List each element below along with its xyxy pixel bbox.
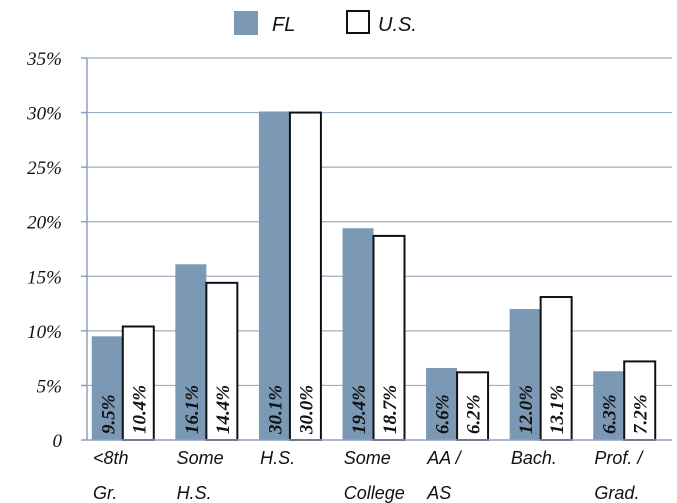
data-labels: 9.5% 10.4% 16.1% 14.4% 30.1% 30.0% 19.4% 18.7% 6… — [98, 385, 651, 435]
data-label: 30.1% — [265, 385, 286, 435]
data-label: 16.1% — [182, 385, 203, 434]
y-tick-label: 0 — [53, 431, 63, 452]
data-label: 7.2% — [631, 394, 652, 434]
x-tick-label: H.S. — [177, 483, 212, 503]
legend: FL U.S. — [234, 10, 417, 36]
x-axis: <8th Gr. Some H.S. H.S. Some College AA / AS Bach… — [87, 439, 672, 503]
bar-us — [456, 371, 490, 441]
y-tick-label: 10% — [27, 322, 62, 343]
data-label: 10.4% — [129, 385, 150, 434]
data-label: 18.7% — [380, 385, 401, 434]
bar-fl — [342, 228, 374, 440]
y-tick-label: 5% — [37, 376, 62, 397]
bar-fl — [426, 367, 458, 440]
x-tick-label: AS — [426, 483, 451, 503]
data-label: 30.0% — [296, 385, 317, 435]
bar-us — [623, 360, 657, 441]
y-tick-label: 25% — [27, 158, 62, 179]
x-tick-label: Grad. — [594, 483, 639, 503]
x-tick-label: <8th — [93, 448, 129, 468]
data-label: 6.3% — [600, 394, 621, 434]
x-tick-label: Gr. — [93, 483, 117, 503]
data-label: 13.1% — [547, 385, 568, 434]
y-tick-label: 20% — [27, 213, 62, 234]
data-label: 6.6% — [433, 394, 454, 434]
x-tick-label: College — [344, 483, 405, 503]
legend-label-fl: FL — [272, 14, 295, 36]
x-tick-label: Some — [177, 448, 224, 468]
bar-fl — [258, 111, 290, 440]
x-tick-label: Prof. / — [594, 448, 644, 468]
x-tick-label: Some — [344, 448, 391, 468]
legend-swatch-us — [346, 10, 370, 34]
bar-fl — [91, 336, 123, 440]
y-tick-label: 15% — [27, 267, 62, 288]
data-label: 12.0% — [516, 385, 537, 434]
legend-swatch-fl — [234, 11, 258, 35]
legend-label-us: U.S. — [378, 14, 417, 36]
y-tick-label: 35% — [26, 49, 62, 70]
data-label: 14.4% — [213, 385, 234, 434]
data-label: 9.5% — [98, 394, 119, 434]
x-tick-label: AA / — [426, 448, 462, 468]
data-label: 19.4% — [349, 385, 370, 434]
bar-fl — [509, 309, 541, 440]
bar-fl — [593, 371, 625, 440]
data-label: 6.2% — [464, 394, 485, 434]
x-tick-label: Bach. — [511, 448, 557, 468]
y-tick-label: 30% — [26, 104, 62, 125]
bar-fl — [175, 264, 207, 440]
x-tick-label: H.S. — [260, 448, 295, 468]
y-axis: 0 5% 10% 15% 20% 25% 30% 35% — [26, 49, 88, 452]
